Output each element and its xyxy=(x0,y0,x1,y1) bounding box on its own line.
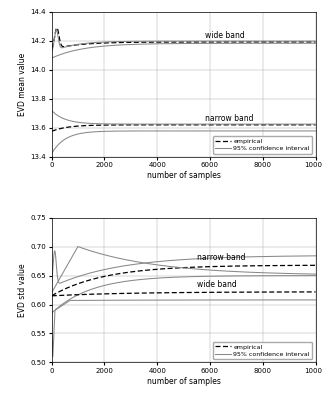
Text: narrow band: narrow band xyxy=(205,114,253,123)
Text: wide band: wide band xyxy=(197,280,236,289)
Y-axis label: EVD mean value: EVD mean value xyxy=(18,53,27,116)
X-axis label: number of samples: number of samples xyxy=(147,377,221,386)
Text: narrow band: narrow band xyxy=(197,253,245,262)
Y-axis label: EVD std value: EVD std value xyxy=(18,263,27,317)
Legend: empirical, 95% confidence interval: empirical, 95% confidence interval xyxy=(213,342,312,359)
Text: wide band: wide band xyxy=(205,31,244,40)
X-axis label: number of samples: number of samples xyxy=(147,171,221,180)
Legend: empirical, 95% confidence interval: empirical, 95% confidence interval xyxy=(213,136,312,154)
